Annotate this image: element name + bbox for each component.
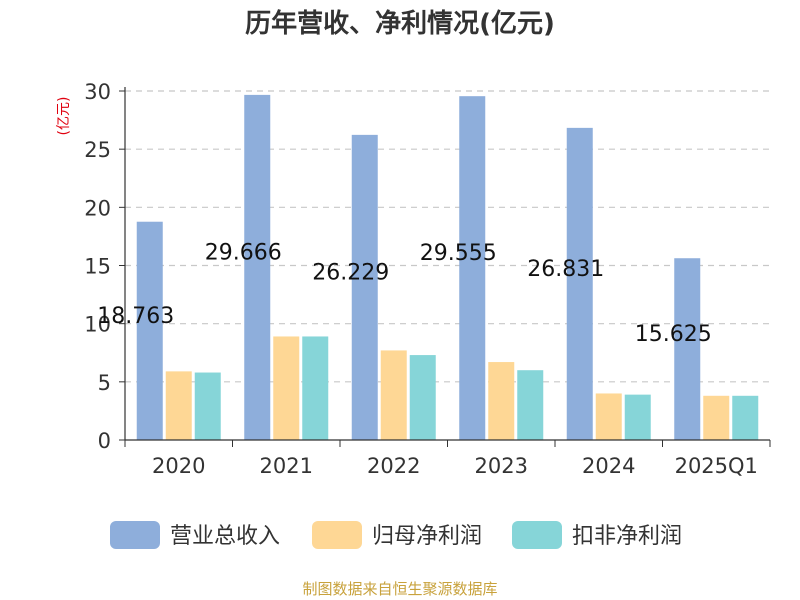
bar-series-1-2024 <box>595 393 622 440</box>
y-tick-label: 10 <box>84 313 111 337</box>
data-label-2022: 26.229 <box>312 260 389 285</box>
bar-series-1-2022 <box>380 350 407 440</box>
gridlines <box>125 90 770 383</box>
legend-swatch-0 <box>110 521 160 549</box>
y-tick-label: 0 <box>98 429 111 453</box>
y-tick-label: 15 <box>84 255 111 279</box>
x-tick-label: 2020 <box>152 454 205 478</box>
bar-series-1-2023 <box>488 362 515 440</box>
bar-series-0-2020 <box>136 221 163 440</box>
data-labels: 18.763 29.666 26.229 29.555 26.831 15.625 <box>97 240 711 347</box>
source-note: 制图数据来自恒生聚源数据库 <box>302 580 497 598</box>
bar-series-0-2022 <box>351 134 378 440</box>
x-axis-ticks: 2020 2021 2022 2023 2024 2025Q1 <box>124 440 771 478</box>
data-label-2021: 29.666 <box>205 240 282 265</box>
bar-series-0-2024 <box>566 127 593 441</box>
bar-series-2-2021 <box>302 336 329 440</box>
y-tick-label: 30 <box>84 80 111 104</box>
y-tick-label: 20 <box>84 196 111 220</box>
bar-series-1-2025Q1 <box>703 395 730 440</box>
x-tick-label: 2024 <box>582 454 635 478</box>
bars <box>136 94 759 441</box>
y-tick-label: 5 <box>98 371 111 395</box>
bar-series-2-2023 <box>517 370 544 440</box>
bar-series-2-2020 <box>194 372 221 440</box>
data-label-2023: 29.555 <box>420 241 497 266</box>
x-tick-label: 2023 <box>475 454 528 478</box>
y-axis-ticks: 0 5 10 15 20 25 30 <box>84 80 125 453</box>
data-label-2025Q1: 15.625 <box>635 322 712 347</box>
legend-swatch-2 <box>512 521 562 549</box>
data-label-2020: 18.763 <box>97 304 174 329</box>
y-tick-label: 25 <box>84 138 111 162</box>
bar-series-0-2021 <box>244 94 271 441</box>
legend-label-2: 扣非净利润 <box>572 524 682 549</box>
data-label-2024: 26.831 <box>527 257 604 282</box>
bar-series-1-2021 <box>273 336 300 440</box>
x-tick-label: 2021 <box>260 454 313 478</box>
y-axis-unit-label: (亿元) <box>56 97 72 136</box>
bar-series-0-2025Q1 <box>674 258 701 440</box>
chart-title: 历年营收、净利情况(亿元) <box>245 8 555 39</box>
legend: 营业总收入 归母净利润 扣非净利润 <box>110 521 682 549</box>
legend-label-1: 归母净利润 <box>372 524 482 549</box>
bar-series-1-2020 <box>165 371 192 440</box>
bar-series-0-2023 <box>459 96 486 441</box>
x-tick-label: 2022 <box>367 454 420 478</box>
bar-series-2-2022 <box>409 355 436 440</box>
bar-series-2-2024 <box>624 394 651 440</box>
legend-swatch-1 <box>312 521 362 549</box>
legend-label-0: 营业总收入 <box>170 524 280 549</box>
x-tick-label: 2025Q1 <box>675 454 758 478</box>
bar-series-2-2025Q1 <box>732 395 759 440</box>
